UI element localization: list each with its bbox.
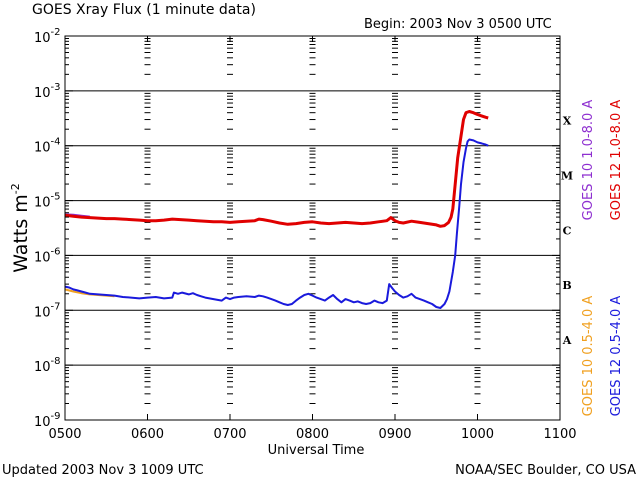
y-tick-base: 10	[34, 196, 51, 211]
y-tick-base: 10	[34, 415, 51, 430]
y-tick-label: 10-2	[34, 27, 61, 46]
series-line	[64, 110, 489, 228]
flare-class-c: C	[563, 224, 572, 237]
y-tick-base: 10	[34, 250, 51, 265]
y-tick-exponent: -6	[51, 246, 61, 257]
legend-entry: GOES 12 1.0-8.0 A	[609, 100, 624, 221]
legend: GOES 10 1.0-8.0 A GOES 12 1.0-8.0 A GOES 1…	[581, 100, 624, 417]
x-tick-label: 0900	[378, 427, 411, 442]
series-lines	[64, 110, 489, 309]
y-tick-exponent: -3	[51, 82, 61, 93]
y-tick-exponent: -2	[51, 27, 61, 38]
y-tick-label: 10-6	[34, 246, 61, 265]
y-axis-label-exponent: -2	[9, 183, 22, 194]
begin-time: Begin: 2003 Nov 3 0500 UTC	[364, 17, 552, 32]
y-tick-exponent: -4	[51, 137, 61, 148]
x-tick-label: 1100	[543, 427, 576, 442]
chart-title: GOES Xray Flux (1 minute data)	[32, 2, 256, 18]
x-tick-label: 0800	[296, 427, 329, 442]
y-tick-label: 10-5	[34, 192, 61, 211]
y-tick-label: 10-4	[34, 137, 61, 156]
y-axis-label: Watts m-2	[9, 183, 32, 273]
flare-class-m: M	[561, 169, 573, 182]
data-source: NOAA/SEC Boulder, CO USA	[455, 463, 636, 478]
y-tick-label: 10-3	[34, 82, 61, 101]
legend-entry: GOES 10 0.5-4.0 A	[581, 296, 596, 417]
y-tick-base: 10	[34, 141, 51, 156]
y-axis-label-base: Watts m	[10, 194, 32, 273]
flare-class-x: X	[563, 115, 572, 128]
y-tick-exponent: -7	[51, 301, 61, 312]
y-tick-exponent: -9	[51, 411, 61, 422]
gridlines	[65, 90, 560, 366]
y-tick-base: 10	[34, 305, 51, 320]
flare-class-b: B	[562, 279, 571, 292]
y-tick-label: 10-7	[34, 301, 61, 320]
y-tick-base: 10	[34, 360, 51, 375]
axes: 0500 0600 0700 0800 0900 1000 110010-910-810-7…	[34, 27, 577, 442]
x-tick-label: 1000	[461, 427, 494, 442]
x-axis-label: Universal Time	[268, 443, 365, 458]
series-line	[64, 138, 489, 309]
y-tick-label: 10-8	[34, 356, 61, 375]
legend-entry: GOES 10 1.0-8.0 A	[581, 100, 596, 221]
x-tick-label: 0500	[48, 427, 81, 442]
y-tick-label: 10-9	[34, 411, 61, 430]
x-tick-label: 0600	[131, 427, 164, 442]
y-tick-base: 10	[34, 86, 51, 101]
updated-time: Updated 2003 Nov 3 1009 UTC	[2, 463, 204, 478]
legend-entry: GOES 12 0.5-4.0 A	[609, 296, 624, 417]
y-tick-base: 10	[34, 31, 51, 46]
y-tick-exponent: -5	[51, 192, 61, 203]
y-tick-exponent: -8	[51, 356, 61, 367]
x-tick-label: 0700	[213, 427, 246, 442]
minor-tick-marks	[144, 38, 481, 404]
flare-class-a: A	[562, 334, 572, 347]
flare-class-labels: A B C M X	[561, 115, 573, 347]
